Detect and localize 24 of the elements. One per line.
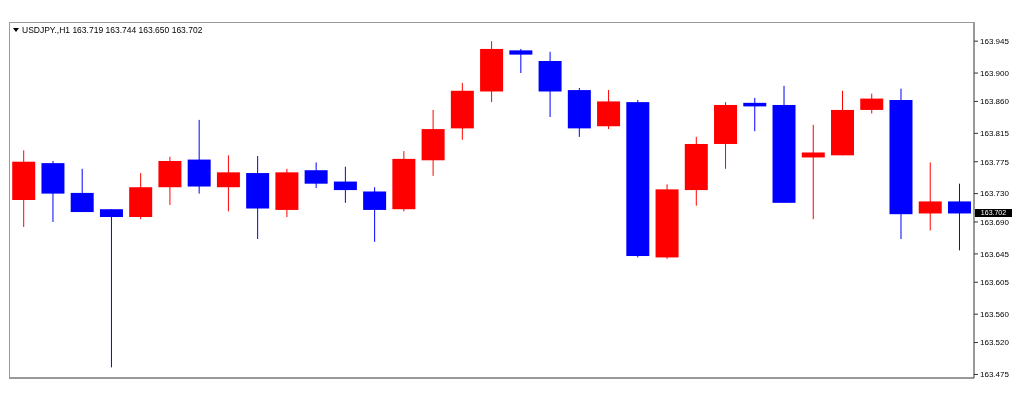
candlestick	[860, 93, 884, 114]
candlestick	[304, 161, 328, 189]
y-tick-label: 163.475	[980, 370, 1010, 380]
y-tick-label: 163.815	[980, 129, 1010, 139]
y-tick-label: 163.645	[980, 249, 1010, 259]
candlestick	[509, 48, 533, 74]
y-tick-label: 163.945	[980, 36, 1010, 46]
chart-title: USDJPY.,H1 163.719 163.744 163.650 163.702	[22, 25, 203, 35]
candlestick	[801, 124, 825, 220]
y-tick-label: 163.560	[980, 310, 1010, 320]
candlestick	[947, 183, 971, 251]
y-tick-label: 163.860	[980, 97, 1010, 107]
candlestick	[918, 161, 942, 231]
y-tick-label: 163.775	[980, 157, 1010, 167]
y-tick-label: 163.730	[980, 189, 1010, 199]
y-tick-label: 163.520	[980, 338, 1010, 348]
y-tick-label: 163.690	[980, 217, 1010, 227]
candlestick	[333, 166, 357, 204]
candlestick	[70, 168, 94, 213]
y-tick-label: 163.900	[980, 68, 1010, 78]
y-tick-label: 163.605	[980, 278, 1010, 288]
candlestick	[363, 186, 387, 243]
candlestick	[216, 154, 240, 212]
candlestick	[99, 208, 123, 368]
